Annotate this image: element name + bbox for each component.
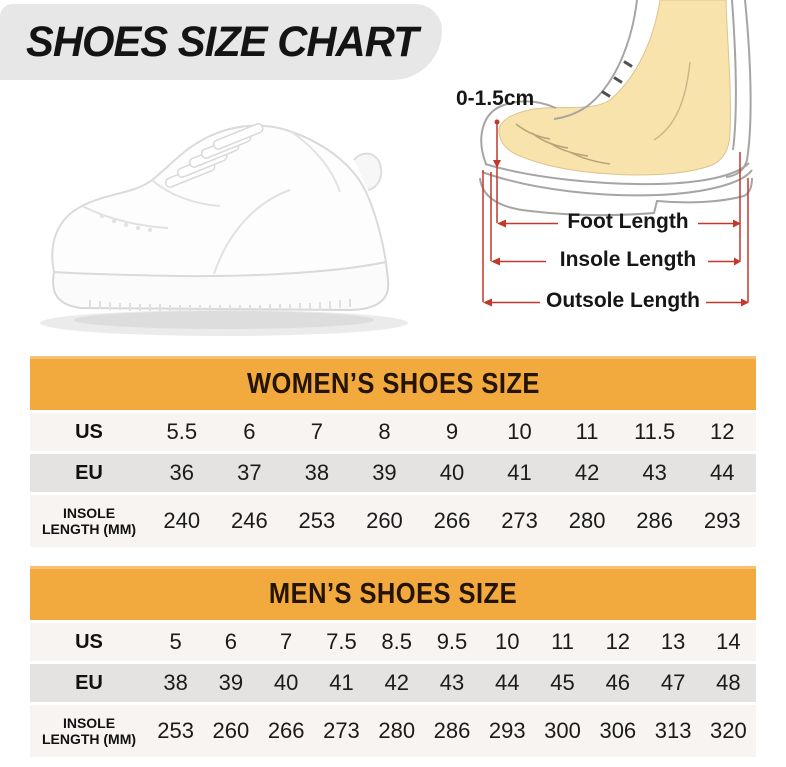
size-cell: 41 bbox=[507, 460, 532, 485]
size-cell: 7 bbox=[280, 629, 293, 654]
size-cell: 306 bbox=[599, 718, 637, 743]
size-cell: 11.5 bbox=[634, 419, 676, 444]
mens-size-table: MEN’S SHOES SIZE US 5 6 7 7.5 8.5 9.5 10 11 12 13… bbox=[30, 566, 756, 757]
foot-measurement-diagram: 0-1.5cm Foot Length Insole Length Outsol… bbox=[440, 0, 786, 322]
size-cell: 37 bbox=[237, 460, 262, 485]
size-cell: 253 bbox=[157, 718, 194, 743]
size-cell: 313 bbox=[654, 718, 692, 743]
size-cell: 13 bbox=[660, 629, 686, 654]
size-cell: 7.5 bbox=[326, 629, 357, 654]
sneaker-illustration bbox=[40, 123, 408, 336]
size-cell: 38 bbox=[163, 670, 188, 695]
size-cell: 47 bbox=[660, 670, 686, 695]
size-cell: 286 bbox=[636, 508, 674, 533]
size-cell: 10 bbox=[495, 629, 520, 654]
row-label-eu: EU bbox=[75, 671, 103, 694]
toe-gap-label: 0-1.5cm bbox=[456, 87, 535, 110]
size-cell: 8.5 bbox=[381, 629, 413, 654]
size-cell: 8 bbox=[378, 419, 391, 444]
size-cell: 9.5 bbox=[436, 629, 468, 654]
table-row-eu: EU 38 39 40 41 42 43 44 45 46 47 48 bbox=[30, 664, 756, 702]
size-cell: 45 bbox=[550, 670, 575, 695]
table-row-us: US 5 6 7 7.5 8.5 9.5 10 11 12 13 14 bbox=[30, 623, 756, 661]
size-cell: 260 bbox=[212, 718, 250, 743]
size-cell: 44 bbox=[709, 460, 735, 485]
size-cell: 5 bbox=[169, 629, 182, 654]
womens-table-header: WOMEN’S SHOES SIZE bbox=[30, 356, 756, 410]
size-cell: 42 bbox=[384, 670, 409, 695]
row-label-insole: INSOLE LENGTH (MM) bbox=[41, 504, 137, 537]
size-cell: 246 bbox=[230, 508, 268, 533]
row-label-eu: EU bbox=[75, 461, 103, 484]
size-cell: 11 bbox=[551, 629, 574, 654]
size-cell: 14 bbox=[716, 629, 741, 654]
size-cell: 266 bbox=[433, 508, 471, 533]
size-cell: 293 bbox=[703, 508, 741, 533]
size-cell: 44 bbox=[495, 670, 520, 695]
size-cell: 7 bbox=[310, 419, 323, 444]
size-cell: 273 bbox=[323, 718, 360, 743]
size-cell: 36 bbox=[169, 460, 195, 485]
womens-size-table: WOMEN’S SHOES SIZE US 5.5 6 7 8 9 10 11 11.5 12 … bbox=[30, 356, 756, 547]
size-cell: 43 bbox=[439, 670, 465, 695]
row-label-us: US bbox=[75, 630, 103, 653]
table-row-insole: INSOLE LENGTH (MM) 253 260 266 273 280 286 293… bbox=[30, 705, 756, 757]
sneaker-image bbox=[18, 96, 442, 344]
size-cell: 253 bbox=[298, 508, 336, 533]
size-cell: 293 bbox=[488, 718, 526, 743]
size-cell: 38 bbox=[304, 460, 330, 485]
size-cell: 40 bbox=[273, 670, 299, 695]
size-cell: 240 bbox=[163, 508, 201, 533]
size-cell: 48 bbox=[716, 670, 741, 695]
size-cell: 280 bbox=[378, 718, 416, 743]
page-title: SHOES SIZE CHART bbox=[26, 17, 419, 66]
title-banner: SHOES SIZE CHART bbox=[0, 4, 442, 80]
size-cell: 39 bbox=[218, 670, 244, 695]
size-cell: 266 bbox=[267, 718, 305, 743]
row-label-us: US bbox=[75, 420, 103, 443]
size-cell: 11 bbox=[575, 419, 599, 444]
size-cell: 286 bbox=[433, 718, 471, 743]
size-cell: 6 bbox=[224, 629, 238, 654]
outsole-length-label: Outsole Length bbox=[546, 289, 700, 312]
foot-length-label: Foot Length bbox=[567, 210, 689, 233]
table-row-eu: EU 36 37 38 39 40 41 42 43 44 bbox=[30, 454, 756, 492]
size-cell: 5.5 bbox=[166, 419, 198, 444]
size-cell: 10 bbox=[507, 419, 532, 444]
size-cell: 280 bbox=[568, 508, 606, 533]
size-cell: 320 bbox=[710, 718, 747, 743]
size-cell: 12 bbox=[709, 419, 735, 444]
size-cell: 42 bbox=[574, 460, 600, 485]
size-cell: 41 bbox=[329, 670, 354, 695]
size-cell: 260 bbox=[366, 508, 403, 533]
foot-diagram-illustration bbox=[479, 0, 753, 307]
size-cell: 46 bbox=[605, 670, 631, 695]
size-cell: 39 bbox=[372, 460, 397, 485]
mens-table-title: MEN’S SHOES SIZE bbox=[268, 578, 518, 610]
size-cell: 40 bbox=[439, 460, 465, 485]
size-cell: 6 bbox=[243, 419, 256, 444]
mens-table-header: MEN’S SHOES SIZE bbox=[30, 566, 756, 620]
size-cell: 43 bbox=[642, 460, 667, 485]
womens-table-title: WOMEN’S SHOES SIZE bbox=[246, 368, 540, 400]
row-label-insole: INSOLE LENGTH (MM) bbox=[41, 714, 137, 747]
size-cell: 12 bbox=[605, 629, 631, 654]
table-row-us: US 5.5 6 7 8 9 10 11 11.5 12 bbox=[30, 413, 756, 451]
size-cell: 273 bbox=[501, 508, 538, 533]
size-cell: 9 bbox=[445, 419, 459, 444]
size-cell: 300 bbox=[544, 718, 581, 743]
insole-length-label: Insole Length bbox=[559, 248, 697, 271]
table-row-insole: INSOLE LENGTH (MM) 240 246 253 260 266 273 280… bbox=[30, 495, 756, 547]
